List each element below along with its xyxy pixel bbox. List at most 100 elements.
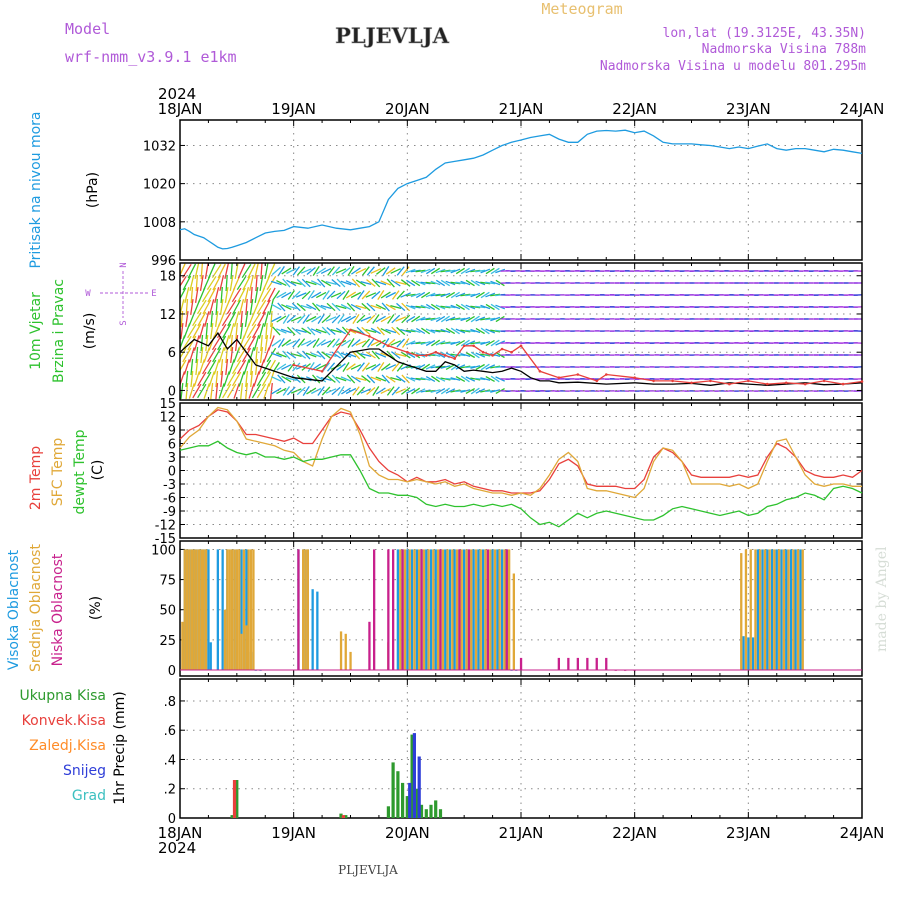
wind-arrow xyxy=(391,290,400,300)
cloud-bar xyxy=(200,549,203,670)
plot-root: 996100810201032061218-15-12-9-6-30369121… xyxy=(6,100,884,842)
wind-arrow xyxy=(245,370,249,388)
wind-arrow xyxy=(241,347,252,363)
wind-arrow xyxy=(380,280,392,286)
wind-arrow xyxy=(425,376,436,382)
x-tick-label-bottom: 23JAN xyxy=(726,824,771,842)
wind-arrow xyxy=(336,363,346,371)
gust-point xyxy=(538,370,542,373)
wind-arrow xyxy=(306,303,317,311)
y-tick-label: 18 xyxy=(159,270,176,285)
wind-arrow xyxy=(315,291,327,299)
wind-arrow xyxy=(226,371,237,387)
wind-arrow xyxy=(193,371,200,387)
wind-arrow xyxy=(367,338,375,348)
cloud-bar xyxy=(778,549,781,670)
wind-arrow xyxy=(435,388,446,394)
wind-arrow xyxy=(386,386,395,396)
wind-arrow xyxy=(345,291,357,299)
wind-arrow xyxy=(327,266,335,276)
wind-arrow xyxy=(325,280,337,286)
wind-arrow xyxy=(495,268,506,274)
cloud-bar xyxy=(785,549,788,670)
wind-arrow xyxy=(281,267,292,275)
y-tick-label: 9 xyxy=(168,424,176,439)
wind-arrow xyxy=(415,269,426,273)
cloud-bar xyxy=(444,549,447,670)
wind-arrow xyxy=(415,341,426,345)
wind-arrow xyxy=(237,287,246,303)
wind-arrow xyxy=(250,286,253,304)
wind-arrow xyxy=(246,323,257,339)
wind-arrow xyxy=(406,315,416,323)
y-tick-label: -15 xyxy=(155,532,176,547)
wind-arrow xyxy=(381,374,390,384)
wind-arrow xyxy=(425,364,436,370)
wind-arrow xyxy=(366,314,376,324)
wind-arrow xyxy=(276,363,287,371)
wind-arrow xyxy=(475,316,486,322)
wind-arrow xyxy=(450,340,461,346)
cloud-bar xyxy=(186,549,189,670)
wind-arrow xyxy=(385,291,396,299)
cloud-bar xyxy=(427,549,430,670)
y-tick-label: 75 xyxy=(159,574,176,589)
wind-arrow xyxy=(431,339,441,347)
gust-point xyxy=(510,350,513,354)
wind-arrow xyxy=(420,268,431,274)
gust-point xyxy=(415,354,419,357)
wind-arrow xyxy=(490,316,501,322)
wind-arrow xyxy=(425,317,436,321)
wind-arrow xyxy=(352,386,360,396)
wind-arrow xyxy=(480,340,491,346)
wind-arrow xyxy=(222,323,232,339)
wind-arrow xyxy=(194,287,199,303)
wind-arrow xyxy=(475,388,486,394)
wind-arrow xyxy=(316,339,326,347)
wind-arrow xyxy=(490,280,501,286)
cloud-bar xyxy=(751,637,755,670)
wind-arrow xyxy=(411,387,421,395)
wind-arrow xyxy=(218,347,225,363)
wind-arrow xyxy=(445,316,456,322)
wind-arrow xyxy=(248,347,255,363)
y-tick-label: -12 xyxy=(155,519,176,534)
wind-arrow xyxy=(460,339,470,347)
wind-arrow xyxy=(306,315,317,323)
wind-arrow xyxy=(250,370,254,388)
wind-arrow xyxy=(360,316,372,322)
wind-arrow xyxy=(490,303,500,311)
wind-arrow xyxy=(219,275,225,291)
wind-arrow xyxy=(401,302,411,312)
precip-bar xyxy=(424,809,428,818)
wind-arrow xyxy=(490,389,501,393)
wind-arrow xyxy=(281,304,292,310)
wind-arrow xyxy=(256,383,267,399)
series-line xyxy=(179,331,863,386)
wind-arrow xyxy=(455,281,466,285)
wind-arrow xyxy=(300,340,312,346)
precip-bar xyxy=(401,782,405,818)
cloud-bar xyxy=(368,621,371,670)
wind-arrow xyxy=(470,315,480,323)
wind-arrow xyxy=(210,323,214,339)
panel-label-cloud-mid: Srednja Oblacnost xyxy=(28,544,44,672)
wind-arrow xyxy=(440,387,450,395)
wind-arrow xyxy=(405,329,416,333)
wind-arrow xyxy=(495,315,505,323)
wind-arrow xyxy=(291,374,301,384)
wind-arrow xyxy=(239,323,244,339)
wind-arrow xyxy=(405,304,416,310)
wind-arrow xyxy=(253,371,260,387)
wind-arrow xyxy=(455,303,465,311)
wind-arrow xyxy=(192,383,202,399)
wind-arrow xyxy=(231,371,242,387)
wind-arrow xyxy=(205,322,209,340)
wind-arrow xyxy=(190,358,194,376)
precip-bar xyxy=(232,780,237,818)
wind-arrow xyxy=(301,278,311,288)
wind-arrow xyxy=(460,375,470,383)
wind-arrow xyxy=(375,387,386,395)
wind-arrow xyxy=(470,279,480,287)
precip-bar xyxy=(344,815,348,818)
